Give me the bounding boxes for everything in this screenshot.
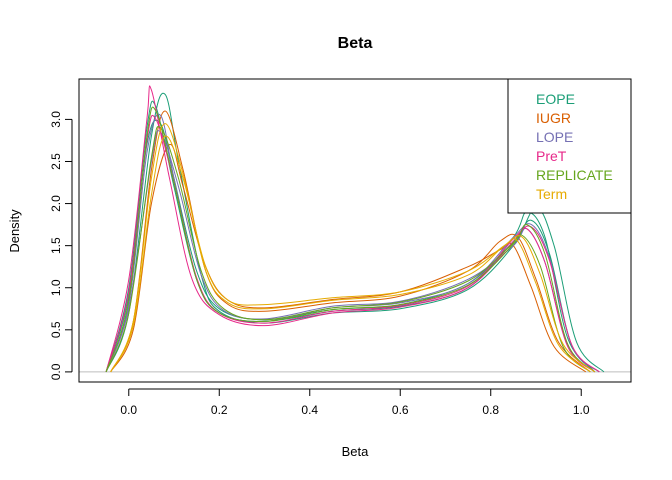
x-tick-label: 0.2 (211, 403, 228, 417)
series-line-replicate-10 (105, 126, 591, 373)
y-axis-label: Density (7, 209, 22, 253)
series-layer (105, 85, 605, 373)
y-axis: 0.0 0.5 1.0 1.5 2.0 2.5 3.0 (49, 111, 73, 380)
legend-item-term: Term (536, 186, 567, 202)
x-axis: 0.0 0.2 0.4 0.6 0.8 1.0 (120, 388, 590, 417)
plot-area (79, 85, 631, 373)
series-line-iugr-3 (110, 110, 591, 373)
y-tick-label: 1.5 (49, 237, 63, 254)
series-line-pret-7 (105, 85, 596, 373)
x-tick-label: 0.0 (120, 403, 137, 417)
legend-box (507, 78, 632, 214)
series-line-term-12 (110, 123, 596, 373)
y-tick-label: 2.5 (49, 153, 63, 170)
legend-item-pret: PreT (536, 148, 567, 164)
series-line-eope-1 (105, 119, 600, 373)
x-tick-label: 0.8 (482, 403, 499, 417)
x-tick-label: 0.6 (392, 403, 409, 417)
legend-item-eope: EOPE (536, 91, 575, 107)
series-line-replicate-9 (105, 106, 596, 373)
y-tick-label: 1.0 (49, 279, 63, 296)
legend-item-replicate: REPLICATE (536, 167, 613, 183)
series-line-pret-8 (105, 114, 600, 373)
x-tick-label: 0.4 (301, 403, 318, 417)
y-tick-label: 3.0 (49, 111, 63, 128)
series-line-iugr-4 (110, 144, 587, 373)
chart-title: Beta (338, 35, 373, 52)
legend: EOPE IUGR LOPE PreT REPLICATE Term (507, 78, 632, 214)
x-axis-label: Beta (342, 444, 370, 459)
x-tick-label: 1.0 (573, 403, 590, 417)
legend-item-lope: LOPE (536, 129, 573, 145)
legend-item-iugr: IUGR (536, 110, 571, 126)
plot-frame (78, 78, 632, 383)
series-line-term-11 (110, 135, 591, 373)
y-tick-label: 0.5 (49, 321, 63, 338)
y-tick-label: 0.0 (49, 363, 63, 380)
y-tick-label: 2.0 (49, 195, 63, 212)
